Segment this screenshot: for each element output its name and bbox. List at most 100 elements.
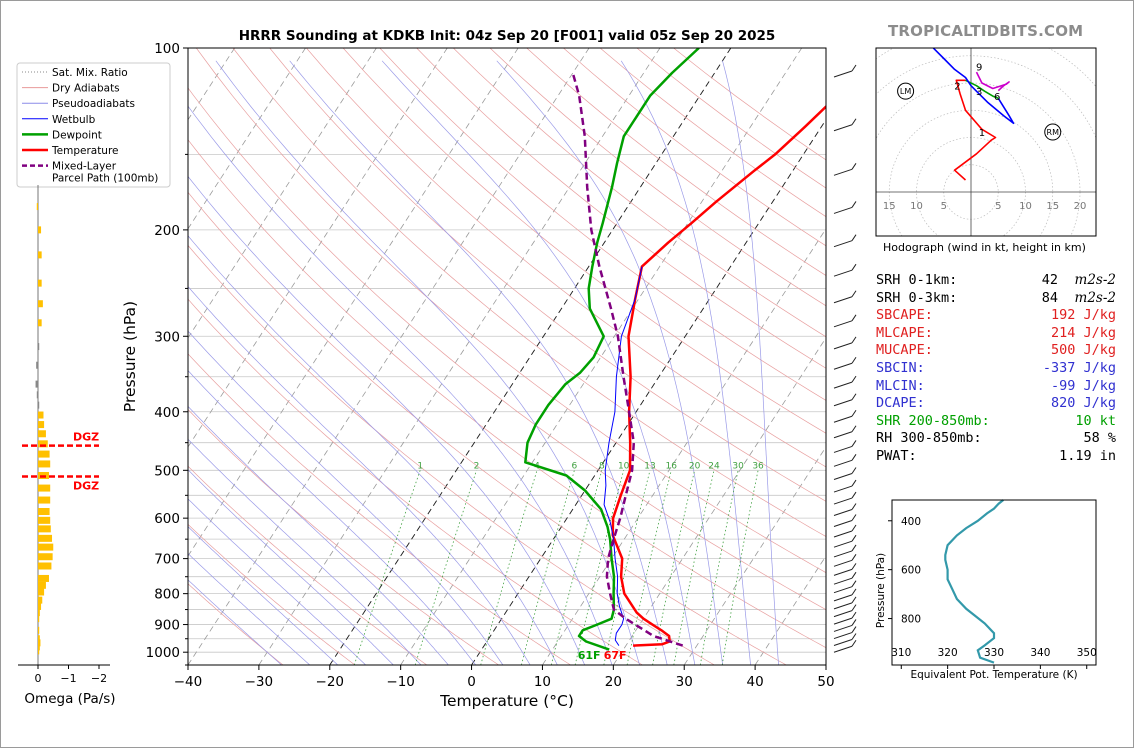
stat-unit: m2s-2: [1074, 272, 1116, 288]
pseudoadiabat: [188, 498, 366, 665]
x-tick-label: −10: [386, 674, 415, 690]
stat-value: 42: [1041, 272, 1058, 288]
omega-bar: [38, 401, 40, 409]
stat-key: SBCIN:: [876, 359, 925, 376]
y-tick-label: 100: [154, 41, 180, 57]
wind-barb: [833, 431, 853, 439]
stat-row: SBCIN: -337 J/kg: [876, 360, 1116, 378]
wind-barb-flag: [851, 580, 857, 587]
hodograph-caption: Hodograph (wind in kt, height in km): [883, 241, 1086, 254]
omega-bar: [38, 343, 40, 351]
omega-bar: [38, 411, 44, 419]
stat-row: m2s-2 SRH 0-1km: 42: [876, 272, 1116, 290]
wind-barb: [833, 459, 853, 467]
skewt-plot-area: 1 2 4 6 8 10 13 16 20 24 30 36: [188, 48, 826, 665]
omega-x-tick-label: −1: [60, 672, 76, 685]
stat-key: SBCAPE:: [876, 307, 933, 324]
isotherm-line: [754, 555, 826, 665]
stat-row: SHR 200-850mb: 10 kt: [876, 413, 1116, 431]
mixing-ratio-label: 20: [689, 461, 701, 471]
pseudoadiabat: [188, 286, 531, 665]
isotherm-line: [400, 48, 803, 665]
stat-key: SHR 200-850mb:: [876, 412, 990, 429]
theta-e-frame: [891, 499, 1097, 666]
theta-e-x-tick-label: 320: [938, 647, 958, 659]
omega-bar: [38, 581, 46, 589]
dry-adiabat: [188, 353, 571, 665]
legend-box: [16, 62, 171, 188]
hodograph-frame: [875, 47, 1097, 237]
theta-e-x-tick-label: 310: [891, 647, 911, 659]
y-tick-label: 400: [154, 405, 180, 421]
omega-bar: [38, 588, 45, 596]
wind-barb-column: [833, 64, 857, 653]
x-tick-label: 50: [817, 674, 834, 690]
mixing-ratio-label: 8: [599, 461, 605, 471]
mixing-ratio-line: [480, 470, 538, 665]
x-tick-label: −20: [316, 674, 345, 690]
stat-key: MUCAPE:: [876, 342, 933, 359]
profile-wetbulb: [603, 266, 643, 646]
pseudoadiabat: [620, 60, 751, 665]
theta-e-y-label: Pressure (hPa): [875, 553, 887, 628]
hodograph-ring-label: 15: [1046, 201, 1059, 212]
theta-e-x-tick-label: 350: [1077, 647, 1097, 659]
x-axis-label: Temperature (°C): [439, 692, 574, 710]
stat-unit: m2s-2: [1074, 289, 1116, 306]
pseudoadiabat: [188, 405, 449, 665]
wind-barb: [833, 342, 853, 350]
omega-bar: [38, 251, 42, 259]
wind-barb-flag: [851, 604, 857, 611]
dry-adiabat: [306, 48, 826, 468]
x-tick-label: 0: [467, 674, 476, 690]
wind-barb-flag: [851, 524, 857, 532]
surface-dewpoint-label: 61F: [578, 649, 601, 662]
stat-value: 1.19 in: [1059, 447, 1116, 464]
y-tick-label: 900: [154, 618, 180, 634]
stat-key: MLCIN:: [876, 377, 925, 394]
omega-bar: [38, 609, 40, 617]
omega-bar: [38, 647, 40, 655]
wind-barb-flag: [851, 588, 857, 596]
pseudoadiabat: [188, 438, 422, 665]
wind-barb: [833, 540, 853, 548]
mixing-ratio-line: [353, 470, 421, 665]
dry-adiabat: [188, 191, 787, 665]
stat-row: RH 300-850mb: 58 %: [876, 430, 1116, 448]
omega-bar: [38, 319, 42, 327]
y-tick-label: 300: [154, 329, 180, 345]
wind-barb-flag: [851, 314, 857, 322]
mixing-ratio-line: [550, 470, 603, 665]
hodograph-panel: 15 10 5 5 10 15 20 1 2 3 6 9 LM RM: [875, 47, 1097, 237]
wind-barb: [833, 485, 853, 493]
pseudoadiabat: [188, 552, 311, 665]
hodograph-height-label: 3: [976, 87, 982, 98]
mixing-ratio-line: [603, 470, 651, 665]
stat-row: MUCAPE: 500 J/kg: [876, 342, 1116, 360]
dry-adiabat: [188, 244, 715, 665]
wind-barb: [833, 320, 853, 328]
wind-barb: [833, 124, 853, 132]
wind-barb: [833, 362, 853, 370]
wind-barb: [833, 577, 853, 585]
legend-label: Temperature: [51, 145, 119, 157]
stat-value: 820 J/kg: [1050, 395, 1116, 412]
x-tick-label: 10: [534, 674, 551, 690]
omega-bar: [38, 635, 40, 643]
wind-barb: [833, 296, 853, 304]
wind-barb: [833, 639, 853, 646]
x-tick-label: 30: [676, 674, 693, 690]
skewt-axes-frame: [187, 47, 827, 666]
wind-barb: [833, 586, 853, 594]
stat-key: SRH 0-3km:: [876, 289, 958, 306]
theta-e-x-label: Equivalent Pot. Temperature (K): [910, 669, 1077, 681]
omega-bar: [38, 460, 51, 468]
stat-row: SBCAPE: 192 J/kg: [876, 307, 1116, 325]
wind-barb: [833, 399, 853, 407]
dry-adiabat: [188, 583, 284, 665]
dry-adiabat: [489, 48, 826, 307]
wind-barb: [833, 645, 853, 653]
legend-label: Mixed-Layer: [52, 161, 117, 173]
